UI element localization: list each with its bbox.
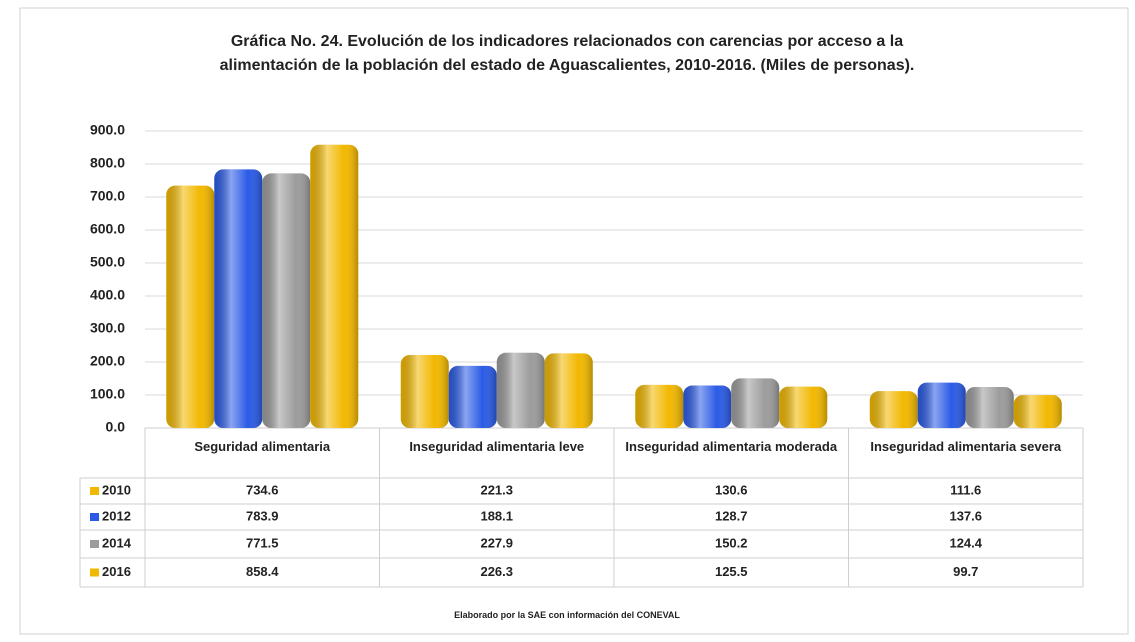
y-tick-label: 100.0 [90, 386, 125, 402]
legend-label: 2016 [102, 564, 131, 579]
y-tick-label: 900.0 [90, 122, 125, 138]
x-tick-label: Seguridad alimentaria [194, 439, 331, 454]
bar-shine [400, 354, 449, 428]
legend-key [90, 487, 99, 495]
bar-shine [262, 173, 311, 428]
bar-shine [869, 391, 918, 428]
bar-shine [779, 386, 828, 428]
y-tick-label: 700.0 [90, 188, 125, 204]
bar-shine [683, 385, 732, 428]
x-tick-label: Inseguridad alimentaria leve [409, 439, 585, 454]
bar-shine [214, 169, 263, 429]
y-tick-label: 500.0 [90, 254, 125, 270]
chart-title: Gráfica No. 24. Evolución de los indicad… [219, 33, 915, 74]
table-value: 111.6 [950, 482, 981, 497]
y-tick-label: 300.0 [90, 320, 125, 336]
legend-key [90, 568, 99, 577]
bar-shine [1013, 395, 1062, 428]
legend-label: 2014 [102, 535, 132, 550]
bar-shine [448, 365, 497, 428]
table-value: 221.3 [480, 482, 513, 497]
table-value: 137.6 [949, 508, 982, 523]
bar-shine [917, 382, 966, 428]
table-value: 188.1 [480, 508, 513, 523]
legend-label: 2012 [102, 508, 131, 523]
table-value: 125.5 [715, 564, 748, 579]
bar-shine [544, 353, 593, 428]
table-value: 771.5 [246, 535, 279, 550]
table-value: 130.6 [715, 482, 748, 497]
y-tick-label: 400.0 [90, 287, 125, 303]
legend-key [90, 513, 99, 521]
table-value: 150.2 [715, 535, 748, 550]
table-value: 227.9 [480, 535, 513, 550]
table-value: 226.3 [480, 564, 513, 579]
bar-shine [635, 384, 684, 428]
y-tick-label: 800.0 [90, 155, 125, 171]
x-tick-label: Inseguridad alimentaria moderada [625, 439, 838, 454]
bar-shine [965, 386, 1014, 428]
source-note: Elaborado por la SAE con información del… [454, 610, 680, 620]
y-tick-label: 600.0 [90, 221, 125, 237]
bar-shine [731, 378, 780, 428]
table-value: 124.4 [949, 535, 982, 550]
x-tick-label: Inseguridad alimentaria severa [870, 439, 1062, 454]
bar-shine [310, 144, 359, 428]
table-value: 783.9 [246, 508, 279, 523]
legend-key [90, 540, 99, 548]
bar-shine [496, 352, 545, 428]
legend-label: 2010 [102, 482, 131, 497]
y-tick-label: 0.0 [106, 419, 126, 435]
bar-shine [166, 185, 215, 428]
table-value: 99.7 [953, 564, 978, 579]
table-value: 858.4 [246, 564, 279, 579]
y-tick-label: 200.0 [90, 353, 125, 369]
table-value: 734.6 [246, 482, 279, 497]
table-value: 128.7 [715, 508, 748, 523]
